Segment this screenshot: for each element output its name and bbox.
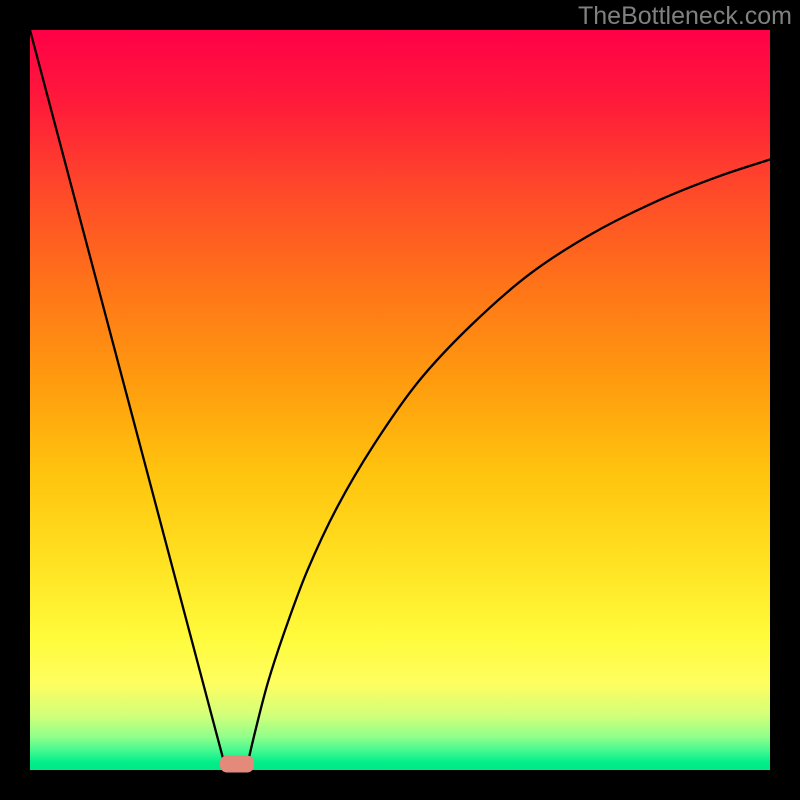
optimal-point-marker	[220, 756, 254, 773]
watermark-text: TheBottleneck.com	[578, 2, 792, 31]
bottleneck-curve	[30, 30, 770, 770]
plot-area	[30, 30, 770, 770]
chart-frame: TheBottleneck.com	[0, 0, 800, 800]
